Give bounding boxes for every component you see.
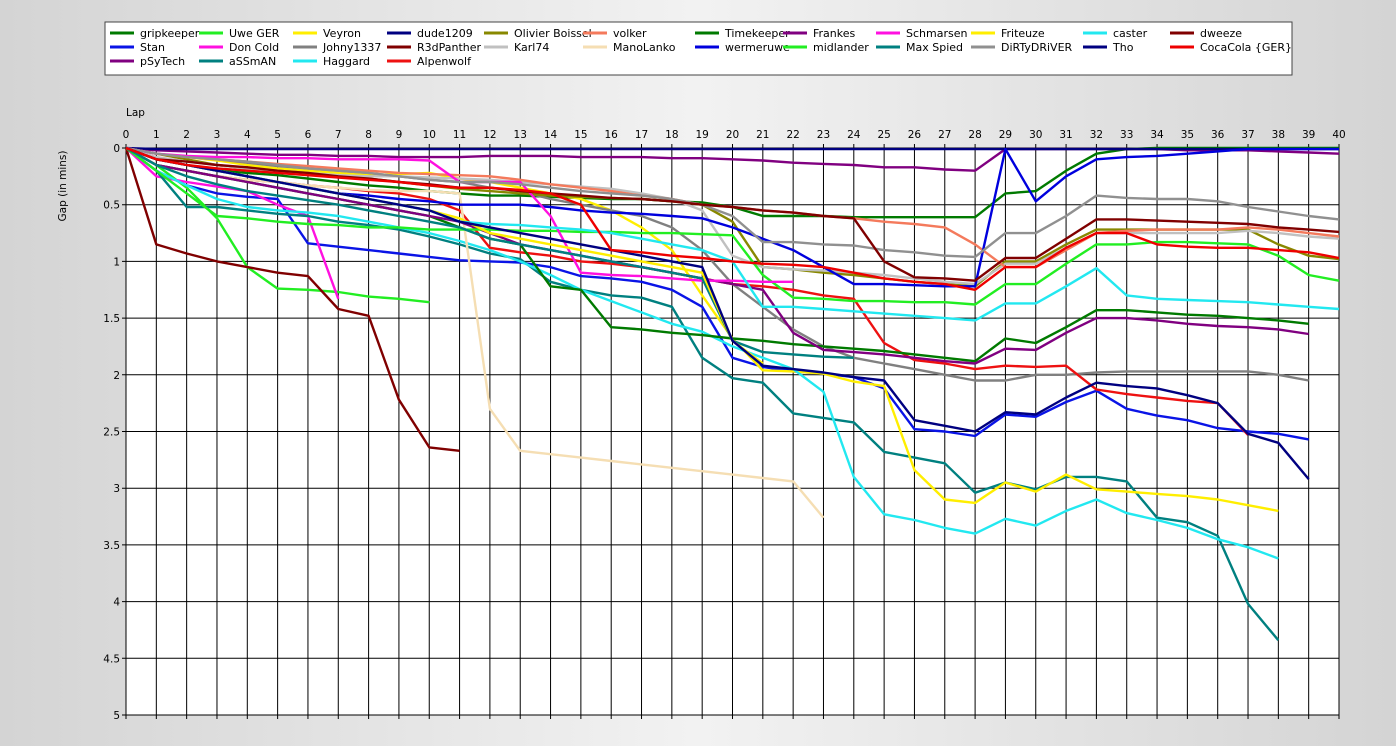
x-tick-label: 19 [695, 129, 708, 141]
series-line-tho [125, 146, 1310, 480]
x-tick-label: 15 [574, 129, 587, 141]
series-line-r3dpanther [124, 147, 460, 452]
series-line-stan [125, 147, 1309, 441]
legend-label: dude1209 [417, 27, 473, 40]
legend-label: volker [613, 27, 647, 40]
y-tick-label: 0 [113, 143, 120, 155]
legend-label: caster [1113, 27, 1148, 40]
legend-label: dweeze [1200, 27, 1242, 40]
x-tick-label: 12 [483, 129, 496, 141]
series-line-dweeze [125, 146, 1340, 282]
x-tick-label: 38 [1272, 129, 1285, 141]
x-tick-label: 16 [605, 129, 619, 141]
y-tick-label: 3 [113, 483, 120, 495]
legend-label: Frankes [813, 27, 856, 40]
legend-label: Max Spied [906, 41, 963, 54]
x-tick-label: 11 [453, 129, 466, 141]
legend-label: Stan [140, 41, 165, 54]
legend-label: aSSmAN [229, 55, 276, 68]
x-tick-label: 5 [274, 129, 281, 141]
legend-label: R3dPanther [417, 41, 482, 54]
legend-label: Johny1337 [322, 41, 381, 54]
legend-label: pSyTech [140, 55, 185, 68]
x-tick-label: 22 [786, 129, 799, 141]
y-tick-labels: 0 0.5 1 1.5 2 2.5 3 3.5 4 4.5 5 [103, 143, 120, 722]
y-tick-label: 5 [113, 710, 120, 722]
legend-label: Don Cold [229, 41, 279, 54]
y-tick-label: 1.5 [103, 313, 120, 325]
y-tick-label: 0.5 [103, 200, 120, 212]
series-line-dude1209 [125, 146, 1339, 151]
y-tick-label: 1 [113, 256, 120, 268]
x-tick-label: 29 [999, 129, 1012, 141]
series-line-haggard [125, 147, 1279, 560]
legend-label: Karl74 [514, 41, 549, 54]
x-tick-label: 23 [817, 129, 830, 141]
x-tick-label: 17 [635, 129, 648, 141]
legend-label: Alpenwolf [417, 55, 472, 68]
x-tick-label: 25 [877, 129, 890, 141]
legend-label: CocaCola {GER} [1200, 41, 1292, 54]
x-tick-label: 13 [514, 129, 527, 141]
x-tick-label: 39 [1302, 129, 1315, 141]
x-tick-label: 33 [1120, 129, 1133, 141]
legend-label: Olivier Boissel [514, 27, 592, 40]
legend-label: Uwe GER [229, 27, 280, 40]
x-tick-label: 4 [244, 129, 251, 141]
x-tick-label: 35 [1181, 129, 1194, 141]
x-tick-label: 28 [968, 129, 981, 141]
x-tick-label: 9 [396, 129, 403, 141]
x-tick-label: 37 [1241, 129, 1254, 141]
legend-label: ManoLanko [613, 41, 676, 54]
legend-label: Timekeeper [724, 27, 790, 40]
y-axis-label: Gap (in mins) [57, 151, 69, 222]
x-tick-label: 30 [1029, 129, 1042, 141]
x-tick-label: 3 [214, 129, 221, 141]
x-tick-label: 36 [1211, 129, 1225, 141]
y-tick-label: 2.5 [103, 427, 120, 439]
x-tick-label: 1 [153, 129, 160, 141]
legend-label: wermeruwe [725, 41, 790, 54]
x-tick-label: 2 [183, 129, 190, 141]
x-tick-label: 8 [365, 129, 372, 141]
x-tick-label: 31 [1059, 129, 1072, 141]
series-line-veyron [125, 146, 1279, 513]
series-line-midlander [125, 147, 1340, 306]
y-tick-label: 3.5 [103, 540, 120, 552]
legend-label: Haggard [323, 55, 370, 68]
series-line-manolanko [125, 146, 825, 519]
x-tick-label: 27 [938, 129, 951, 141]
x-tick-label: 32 [1090, 129, 1103, 141]
x-axis-label: Lap [126, 107, 145, 119]
series-line-dirtydriver [125, 146, 1340, 259]
x-tick-label: 21 [756, 129, 769, 141]
legend-label: Friteuze [1001, 27, 1045, 40]
legend-label: Tho [1112, 41, 1134, 54]
legend-label: gripkeeper [140, 27, 200, 40]
x-tick-label: 6 [305, 129, 312, 141]
x-tick-label: 14 [544, 129, 558, 141]
x-tick-label: 18 [665, 129, 678, 141]
x-tick-label: 24 [847, 129, 861, 141]
y-tick-label: 4.5 [103, 653, 120, 665]
x-tick-label: 26 [908, 129, 922, 141]
series-line-assman [125, 147, 1280, 641]
y-tick-label: 2 [113, 370, 120, 382]
y-tick-label: 4 [113, 597, 120, 609]
x-tick-label: 7 [335, 129, 342, 141]
legend-label: midlander [813, 41, 869, 54]
legend-label: Veyron [323, 27, 361, 40]
x-tick-labels: 0 1 2 3 4 5 6 7 8 9 10 11 12 13 14 15 16 17 18 19 20 21 22 23 24… [123, 129, 1346, 141]
x-tick-label: 0 [123, 129, 130, 141]
series-lines [124, 146, 1340, 641]
x-tick-label: 20 [726, 129, 739, 141]
x-tick-label: 34 [1150, 129, 1164, 141]
x-tick-label: 10 [423, 129, 436, 141]
legend-label: DiRTyDRiVER [1001, 41, 1073, 54]
series-line-cocacola-ger [125, 146, 1340, 291]
legend-label: Schmarsen [906, 27, 967, 40]
x-tick-label: 40 [1332, 129, 1345, 141]
